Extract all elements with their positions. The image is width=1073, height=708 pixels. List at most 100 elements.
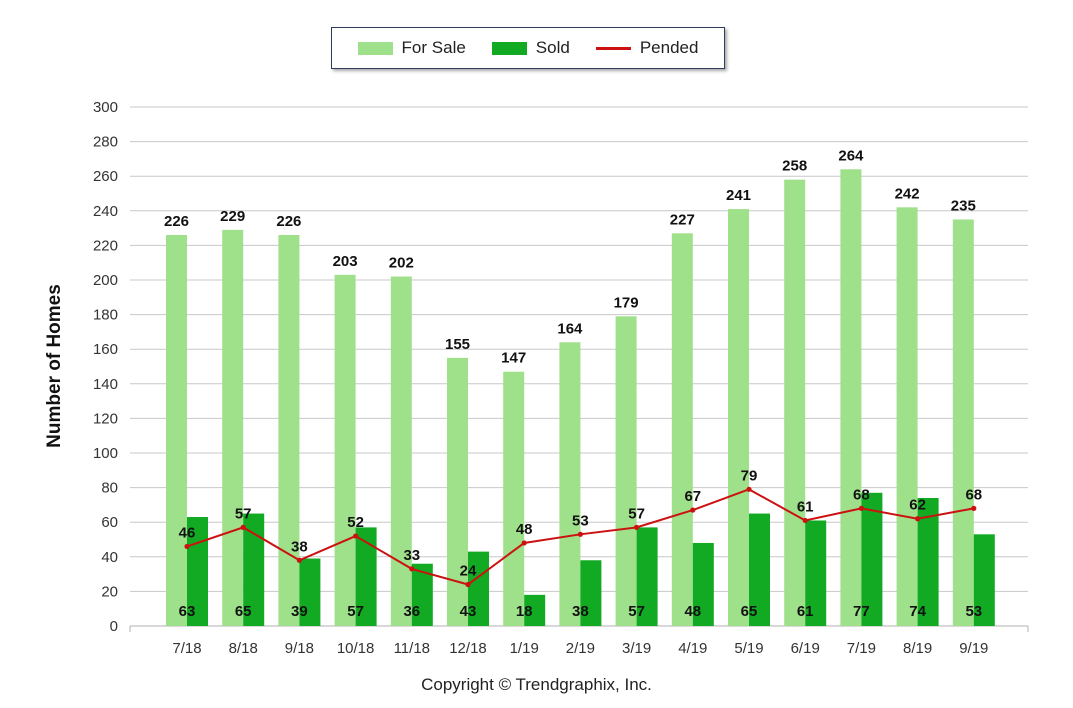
x-tick-label: 10/18 — [337, 640, 375, 657]
y-tick-label: 300 — [93, 99, 118, 116]
pended-point — [634, 524, 640, 530]
bar-for-sale — [334, 274, 356, 626]
y-tick-label: 80 — [101, 480, 118, 497]
y-tick-label: 180 — [93, 307, 118, 324]
data-label-pended: 53 — [572, 512, 589, 529]
x-tick-label: 7/18 — [172, 640, 201, 657]
data-label-pended: 57 — [235, 505, 252, 522]
chart-legend: For Sale Sold Pended — [331, 27, 725, 69]
bar-sold — [580, 560, 602, 626]
data-label-pended: 62 — [909, 497, 926, 514]
data-label-sold: 36 — [403, 603, 420, 620]
y-tick-label: 0 — [110, 618, 118, 635]
copyright-text: Copyright © Trendgraphix, Inc. — [421, 675, 652, 694]
data-label-pended: 38 — [291, 538, 308, 555]
pended-point — [521, 540, 527, 546]
data-label-for-sale: 147 — [501, 350, 526, 367]
pended-point — [296, 557, 302, 563]
y-tick-label: 220 — [93, 237, 118, 254]
x-tick-label: 9/18 — [285, 640, 314, 657]
bar-sold — [973, 534, 995, 626]
x-tick-label: 3/19 — [622, 640, 651, 657]
data-label-for-sale: 203 — [333, 253, 358, 270]
bar-for-sale — [840, 169, 862, 626]
bar-sold — [411, 563, 433, 626]
x-tick-label: 8/19 — [903, 640, 932, 657]
data-label-for-sale: 242 — [895, 185, 920, 202]
y-tick-label: 140 — [93, 376, 118, 393]
data-label-for-sale: 258 — [782, 158, 807, 175]
x-tick-label: 1/19 — [510, 640, 539, 657]
data-label-pended: 68 — [965, 486, 982, 503]
data-label-for-sale: 179 — [614, 294, 639, 311]
pended-point — [577, 531, 584, 537]
bar-sold — [636, 527, 658, 626]
bar-for-sale — [728, 209, 749, 626]
data-label-pended: 24 — [460, 562, 477, 579]
data-label-pended: 61 — [797, 498, 814, 515]
data-label-sold: 39 — [291, 603, 308, 620]
x-tick-label: 5/19 — [734, 640, 763, 657]
data-label-for-sale: 202 — [389, 255, 414, 272]
data-label-pended: 52 — [347, 514, 364, 531]
data-label-sold: 63 — [179, 603, 196, 620]
data-label-for-sale: 235 — [951, 197, 976, 214]
bar-for-sale — [559, 342, 581, 626]
bar-for-sale — [784, 179, 806, 626]
bar-sold — [861, 492, 883, 626]
data-label-sold: 53 — [965, 603, 982, 620]
data-label-sold: 57 — [628, 603, 645, 620]
legend-item-for-sale: For Sale — [357, 38, 466, 58]
legend-label-pended: Pended — [639, 38, 699, 57]
pended-point — [690, 507, 696, 513]
y-tick-label: 240 — [93, 203, 118, 220]
data-label-for-sale: 226 — [276, 213, 301, 230]
data-label-pended: 48 — [516, 521, 533, 538]
bar-for-sale — [503, 371, 525, 626]
legend-swatch-pended — [595, 46, 631, 50]
data-label-for-sale: 264 — [838, 147, 864, 164]
y-tick-label: 120 — [93, 410, 118, 427]
bar-for-sale — [447, 357, 468, 626]
data-label-for-sale: 241 — [726, 187, 751, 204]
data-label-sold: 74 — [909, 603, 926, 620]
data-label-pended: 67 — [684, 488, 701, 505]
legend-label-for-sale: For Sale — [401, 38, 466, 57]
data-label-sold: 57 — [347, 603, 364, 620]
bar-sold — [468, 551, 489, 626]
legend-label-sold: Sold — [535, 38, 570, 57]
pended-point — [858, 505, 865, 511]
bar-sold — [805, 520, 827, 626]
pended-point — [409, 566, 415, 572]
data-label-for-sale: 226 — [164, 213, 189, 230]
data-label-pended: 68 — [853, 486, 870, 503]
data-label-for-sale: 155 — [445, 336, 470, 353]
bar-sold — [299, 558, 321, 626]
data-label-sold: 38 — [572, 603, 589, 620]
x-tick-label: 12/18 — [449, 640, 487, 657]
data-label-pended: 46 — [179, 524, 196, 541]
bar-for-sale — [952, 219, 974, 626]
y-tick-label: 100 — [93, 445, 118, 462]
bar-sold — [692, 542, 714, 626]
data-label-sold: 48 — [684, 603, 701, 620]
data-label-sold: 65 — [235, 603, 252, 620]
y-tick-label: 20 — [101, 583, 118, 600]
x-tick-label: 4/19 — [678, 640, 707, 657]
data-label-for-sale: 229 — [220, 208, 245, 225]
pended-point — [465, 581, 471, 588]
legend-swatch-for-sale — [357, 41, 393, 55]
data-label-sold: 77 — [853, 603, 870, 620]
y-tick-label: 60 — [101, 514, 118, 531]
y-tick-label: 160 — [93, 341, 118, 358]
bar-for-sale — [166, 235, 187, 626]
bar-sold — [749, 513, 770, 626]
bar-for-sale — [278, 235, 300, 626]
data-label-for-sale: 164 — [557, 320, 583, 337]
x-tick-label: 7/19 — [847, 640, 876, 657]
y-tick-label: 40 — [101, 549, 118, 566]
x-tick-label: 8/18 — [229, 640, 258, 657]
y-tick-label: 260 — [93, 168, 118, 185]
data-label-sold: 18 — [516, 603, 533, 620]
